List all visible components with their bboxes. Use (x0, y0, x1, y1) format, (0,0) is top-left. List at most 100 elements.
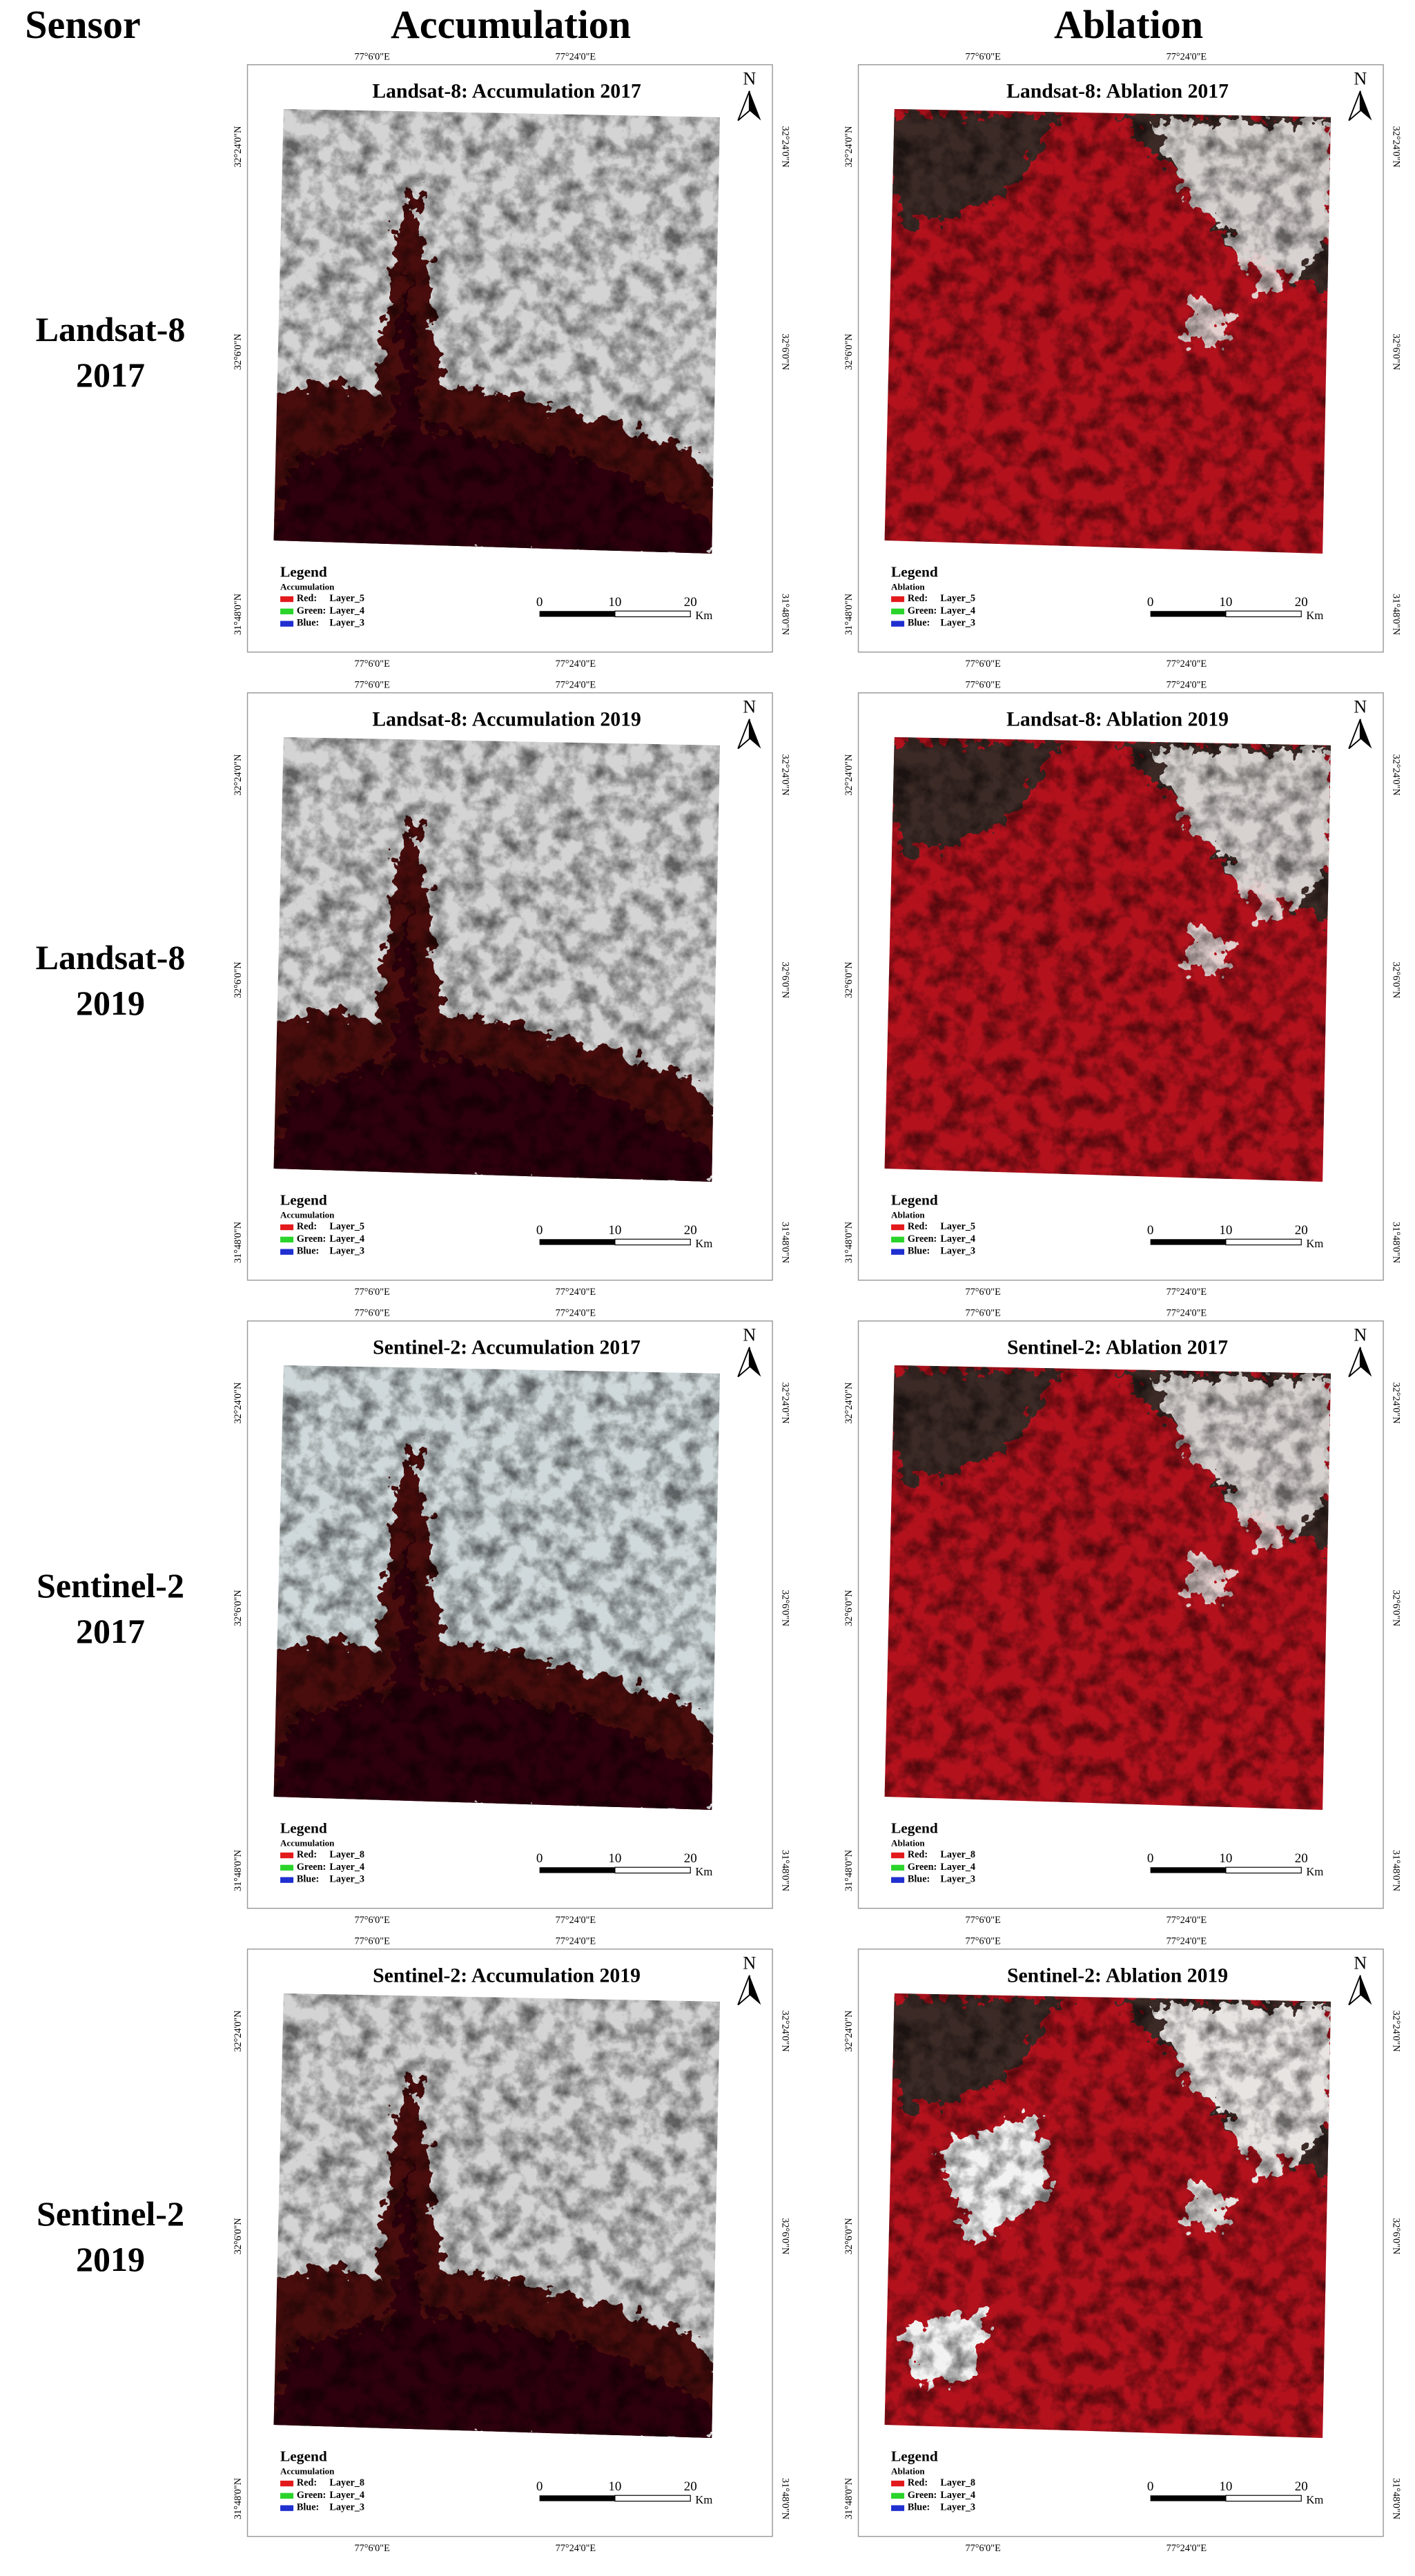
lat-label-left: 32°24'0"N (233, 126, 244, 168)
legend-band: Green: (908, 2490, 937, 2501)
legend-title: Legend (280, 1191, 327, 1208)
legend-layer: Layer_3 (329, 1246, 364, 1257)
legend-band: Blue: (908, 618, 930, 629)
scale-label: 0 (536, 595, 543, 609)
legend-layer: Layer_4 (940, 605, 975, 616)
map-title: Sentinel-2: Ablation 2017 (1007, 1336, 1228, 1358)
scale-label: 0 (536, 2479, 543, 2494)
legend-band: Green: (297, 1233, 326, 1245)
legend-swatch (280, 1852, 294, 1859)
scale-unit: Km (1306, 609, 1323, 622)
scale-label: 10 (1219, 1851, 1232, 1866)
legend-band: Green: (908, 605, 937, 616)
terrain-texture (273, 1365, 721, 1811)
north-arrow-left (737, 1347, 750, 1378)
scale-label: 10 (608, 1223, 621, 1238)
satellite-image (273, 1993, 721, 2439)
scale-unit: Km (695, 609, 712, 622)
legend-layer: Layer_5 (329, 593, 364, 604)
legend-layer: Layer_5 (940, 593, 975, 604)
lat-label-left: 32°6'0"N (233, 1590, 244, 1626)
north-arrow-right (1360, 90, 1372, 121)
legend-subtitle: Ablation (891, 581, 925, 592)
north-arrow-left (737, 719, 750, 750)
lon-label-bottom: 77°24'0"E (556, 658, 596, 670)
lat-label-right: 31°48'0"N (1390, 1222, 1401, 1263)
lat-label-right: 32°6'0"N (779, 2218, 790, 2254)
map-title: Landsat-8: Ablation 2017 (1006, 80, 1229, 102)
north-arrow-right (749, 1347, 761, 1377)
row-label: Landsat-8 2019 (0, 935, 221, 1026)
satellite-image (884, 1993, 1331, 2439)
lat-label-right: 31°48'0"N (1390, 1850, 1401, 1891)
scale-label: 10 (608, 2479, 621, 2494)
map-title: Sentinel-2: Accumulation 2017 (373, 1336, 641, 1358)
lat-label-left: 32°24'0"N (843, 126, 855, 168)
lon-label-top: 77°6'0"E (355, 1308, 390, 1319)
lon-label-bottom: 77°24'0"E (1167, 2543, 1207, 2554)
scale-label: 0 (536, 1223, 543, 1238)
north-arrow-right (1360, 1347, 1372, 1377)
scale-label: 10 (1219, 595, 1232, 609)
legend-layer: Layer_4 (329, 605, 364, 616)
lat-label-left: 31°48'0"N (843, 594, 855, 635)
lat-label-right: 32°6'0"N (779, 962, 790, 998)
map-title: Sentinel-2: Ablation 2019 (1007, 1964, 1228, 1987)
lon-label-bottom: 77°6'0"E (966, 658, 1001, 670)
legend-layer: Layer_4 (940, 1233, 975, 1245)
scale-label: 10 (1219, 1223, 1232, 1238)
legend-title: Legend (280, 563, 327, 580)
terrain-texture (884, 108, 1331, 554)
lat-label-right: 31°48'0"N (1390, 594, 1401, 635)
legend-swatch (891, 2492, 905, 2499)
lon-label-top: 77°24'0"E (556, 680, 596, 691)
row-label: Landsat-8 2017 (0, 306, 221, 398)
map-title: Landsat-8: Accumulation 2019 (372, 708, 641, 730)
legend-swatch (280, 1864, 294, 1871)
satellite-image (884, 736, 1331, 1182)
row-label: Sentinel-2 2017 (0, 1563, 221, 1654)
lat-label-left: 32°24'0"N (843, 2011, 855, 2052)
scale-label: 20 (1295, 2479, 1308, 2494)
legend-title: Legend (891, 2448, 938, 2464)
legend-swatch (891, 1864, 905, 1871)
lat-label-right: 32°24'0"N (779, 126, 790, 168)
header-sensor: Sensor (25, 2, 141, 47)
row-year: 2019 (76, 2240, 145, 2279)
map-panel: 77°6'0"E 77°6'0"E 77°24'0"E 77°24'0"E 32°24'… (233, 1308, 790, 1926)
legend-layer: Layer_4 (329, 1233, 364, 1245)
legend-band: Blue: (908, 1246, 930, 1257)
scale-bar-black (539, 611, 615, 617)
scale-label: 20 (1295, 1223, 1308, 1238)
lon-label-top: 77°24'0"E (1167, 680, 1207, 691)
legend-layer: Layer_3 (940, 1246, 975, 1257)
legend-band: Blue: (297, 1874, 319, 1885)
lon-label-top: 77°24'0"E (556, 52, 596, 63)
legend-swatch (280, 1236, 294, 1242)
legend-band: Green: (297, 1862, 326, 1873)
legend-swatch (891, 2480, 905, 2487)
map-panel: 77°6'0"E 77°6'0"E 77°24'0"E 77°24'0"E 32°24'… (843, 1936, 1401, 2554)
north-arrow-right (749, 90, 761, 121)
north-letter: N (1354, 1325, 1367, 1345)
scale-bar-white (614, 2495, 691, 2502)
lat-label-right: 31°48'0"N (779, 594, 790, 635)
map-panel: 77°6'0"E 77°6'0"E 77°24'0"E 77°24'0"E 32°24'… (843, 680, 1401, 1298)
scale-label: 0 (1147, 1223, 1154, 1238)
lon-label-top: 77°6'0"E (966, 1308, 1001, 1319)
legend-layer: Layer_8 (329, 1849, 364, 1860)
north-arrow-left (1348, 90, 1361, 121)
legend-swatch (280, 621, 294, 627)
legend-title: Legend (891, 563, 938, 580)
north-letter: N (1354, 696, 1367, 716)
north-arrow-left (737, 90, 750, 121)
lon-label-bottom: 77°6'0"E (355, 1287, 390, 1298)
legend-layer: Layer_3 (940, 618, 975, 629)
lat-label-left: 32°6'0"N (843, 1590, 855, 1626)
scale-label: 10 (1219, 2479, 1232, 2494)
scale-label: 20 (684, 1851, 697, 1866)
lat-label-left: 32°6'0"N (233, 2218, 244, 2254)
satellite-image (273, 736, 721, 1182)
lon-label-top: 77°24'0"E (556, 1936, 596, 1947)
lon-label-bottom: 77°6'0"E (355, 1915, 390, 1926)
